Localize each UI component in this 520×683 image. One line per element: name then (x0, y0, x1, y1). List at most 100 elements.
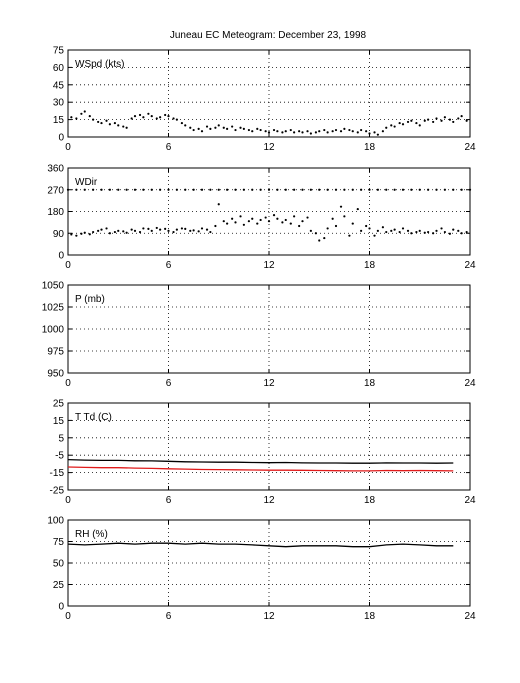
data-point (326, 227, 329, 230)
data-point (276, 217, 279, 220)
data-point (75, 234, 78, 237)
figure-title: Juneau EC Meteogram: December 23, 1998 (169, 30, 367, 41)
data-point (239, 215, 242, 218)
data-point (293, 215, 296, 218)
data-point (214, 224, 217, 228)
data-point (410, 188, 413, 191)
data-point (376, 229, 379, 232)
data-point (368, 132, 371, 135)
data-point (217, 188, 220, 191)
data-point (448, 118, 451, 121)
data-point (205, 228, 209, 231)
data-point (398, 121, 401, 125)
x-tick-label: 18 (364, 260, 376, 271)
data-point (440, 119, 443, 122)
x-tick-label: 18 (364, 142, 376, 153)
data-point (360, 229, 363, 232)
y-tick-label: -25 (50, 486, 65, 497)
data-point (301, 131, 304, 134)
data-point (435, 188, 438, 191)
data-point (334, 128, 338, 132)
data-point (133, 229, 137, 232)
x-tick-label: 24 (464, 378, 476, 389)
data-point (164, 113, 167, 117)
data-point (70, 233, 73, 236)
data-point (222, 220, 225, 223)
data-point (435, 117, 438, 120)
data-point (130, 228, 133, 231)
data-point (298, 224, 301, 228)
data-point (83, 188, 86, 191)
data-point (197, 127, 200, 130)
data-point (117, 229, 120, 232)
data-point (334, 224, 338, 228)
data-point (189, 229, 192, 232)
data-point (281, 131, 284, 134)
data-point (175, 228, 178, 231)
data-point (267, 220, 271, 223)
data-point (125, 188, 128, 191)
y-tick-label: 100 (47, 516, 64, 527)
y-tick-label: 75 (53, 46, 65, 57)
data-point (234, 128, 237, 132)
x-tick-label: 18 (364, 378, 376, 389)
data-point (231, 125, 234, 128)
data-point (460, 188, 463, 191)
data-point (427, 188, 430, 191)
y-tick-label: -5 (55, 451, 64, 462)
data-point (133, 188, 137, 191)
data-point (138, 113, 142, 117)
data-point (175, 188, 178, 191)
data-point (105, 119, 108, 122)
x-tick-label: 6 (166, 260, 172, 271)
panel-4: 0 6 12 18 24 0 25 50 75 100 RH (%) (47, 516, 476, 623)
data-point (360, 188, 363, 191)
x-tick-label: 18 (364, 495, 376, 506)
x-tick-label: 24 (464, 142, 476, 153)
x-tick-label: 0 (65, 611, 71, 622)
data-point (306, 130, 309, 133)
data-point (231, 217, 234, 220)
data-point (385, 188, 388, 191)
data-point (373, 131, 376, 134)
y-tick-label: 15 (53, 115, 65, 126)
data-point (306, 216, 309, 219)
data-point (226, 222, 229, 225)
data-point (159, 188, 162, 191)
data-point (189, 126, 192, 129)
x-tick-label: 6 (166, 611, 172, 622)
data-point (205, 125, 209, 128)
data-point (247, 220, 250, 223)
data-point (200, 130, 204, 133)
data-point (427, 230, 430, 234)
data-point (83, 231, 86, 234)
data-point (264, 216, 267, 219)
data-point (100, 121, 103, 125)
data-point (142, 116, 145, 119)
data-point (108, 188, 111, 191)
data-point (468, 188, 472, 191)
x-tick-label: 24 (464, 260, 476, 271)
data-point (80, 232, 83, 235)
data-point (147, 112, 150, 115)
data-point (398, 230, 401, 234)
data-point (293, 131, 296, 134)
panel-3: 0 6 12 18 24 -25 -15 -5 5 15 25 T Td (C) (50, 399, 476, 507)
x-tick-label: 12 (263, 260, 275, 271)
y-tick-label: 1050 (42, 281, 65, 292)
data-point (164, 227, 167, 230)
data-point (122, 230, 125, 233)
data-point (343, 127, 346, 130)
data-point (125, 231, 128, 234)
y-tick-label: -15 (50, 468, 65, 479)
data-point (406, 120, 410, 124)
data-point (251, 217, 254, 220)
data-point (423, 119, 426, 122)
data-point (242, 188, 245, 191)
data-point (415, 230, 418, 234)
data-point (130, 117, 133, 120)
data-point (88, 115, 91, 118)
data-point (167, 188, 170, 191)
data-point (100, 188, 103, 191)
data-point (217, 124, 220, 127)
